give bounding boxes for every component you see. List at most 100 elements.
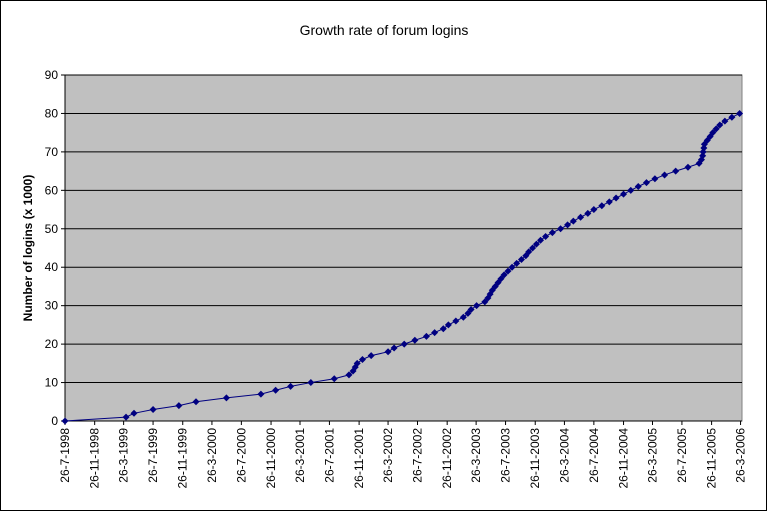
data-point	[525, 248, 533, 256]
data-point	[642, 179, 650, 187]
x-tick-label: 26-11-2001	[352, 428, 366, 489]
data-point	[529, 244, 537, 252]
x-tick-label: 26-11-2000	[264, 428, 278, 489]
x-tick-label: 26-7-1998	[58, 428, 72, 483]
data-point	[532, 240, 540, 248]
data-point	[598, 202, 606, 210]
x-tick-label: 26-7-2003	[499, 428, 513, 483]
x-tick-label: 26-3-2006	[734, 428, 748, 483]
data-point	[728, 113, 736, 121]
y-tick-label: 70	[45, 145, 59, 159]
data-point	[542, 232, 550, 240]
data-point	[122, 413, 130, 421]
data-point	[577, 213, 585, 221]
data-point	[307, 379, 315, 387]
data-point	[564, 221, 572, 229]
y-tick-label: 60	[45, 183, 59, 197]
y-tick-label: 40	[45, 260, 59, 274]
data-point	[605, 198, 613, 206]
x-tick-label: 26-7-2005	[675, 428, 689, 483]
data-point	[584, 209, 592, 217]
data-point	[149, 405, 157, 413]
data-point	[672, 167, 680, 175]
x-tick-label: 26-7-2000	[234, 428, 248, 483]
data-point	[358, 355, 366, 363]
x-tick-label: 26-3-2001	[293, 428, 307, 483]
data-point	[130, 409, 138, 417]
y-tick-label: 50	[45, 222, 59, 236]
x-tick-label: 26-11-2003	[528, 428, 542, 489]
data-point	[517, 256, 525, 264]
data-point	[634, 182, 642, 190]
chart-title: Growth rate of forum logins	[300, 22, 469, 38]
x-tick-label: 26-3-2004	[557, 428, 571, 483]
data-point	[500, 271, 508, 279]
data-point	[411, 336, 419, 344]
x-tick-label: 26-7-2004	[587, 428, 601, 483]
data-point	[473, 302, 481, 310]
x-tick-label: 26-11-2004	[617, 428, 631, 489]
data-point	[684, 163, 692, 171]
y-axis-label: Number of logins (x 1000)	[21, 175, 35, 322]
data-point	[439, 325, 447, 333]
x-tick-label: 26-3-2000	[205, 428, 219, 483]
data-point	[504, 267, 512, 275]
data-point	[400, 340, 408, 348]
data-point	[548, 229, 556, 237]
data-point	[222, 394, 230, 402]
data-point	[444, 321, 452, 329]
x-tick-label: 26-7-2002	[410, 428, 424, 483]
data-point	[537, 236, 545, 244]
y-tick-label: 0	[51, 414, 58, 428]
data-point	[459, 313, 467, 321]
data-point	[390, 344, 398, 352]
data-point	[627, 186, 635, 194]
data-point	[330, 375, 338, 383]
data-point	[661, 171, 669, 179]
data-point	[651, 175, 659, 183]
x-tick-label: 26-11-1998	[88, 428, 102, 489]
x-tick-label: 26-3-2002	[381, 428, 395, 483]
x-tick-label: 26-7-1999	[146, 428, 160, 483]
data-point	[431, 329, 439, 337]
data-point	[590, 206, 598, 214]
plot-area	[64, 74, 743, 422]
data-point	[345, 371, 353, 379]
data-point	[287, 382, 295, 390]
data-point	[61, 417, 69, 425]
y-tick-label: 80	[45, 106, 59, 120]
data-point	[508, 263, 516, 271]
x-tick-label: 26-11-2002	[440, 428, 454, 489]
x-tick-label: 26-11-2005	[705, 428, 719, 489]
y-tick-label: 30	[45, 299, 59, 313]
x-tick-label: 26-7-2001	[322, 428, 336, 483]
x-tick-label: 26-3-2005	[645, 428, 659, 483]
data-point	[716, 121, 724, 129]
data-point	[452, 317, 460, 325]
data-point	[353, 359, 361, 367]
data-point	[175, 402, 183, 410]
x-tick-label: 26-11-1999	[176, 428, 190, 489]
x-tick-label: 26-3-1999	[117, 428, 131, 483]
data-point	[422, 332, 430, 340]
data-point	[513, 259, 521, 267]
data-point	[712, 125, 720, 133]
data-point	[272, 386, 280, 394]
data-point	[736, 109, 744, 117]
data-point	[384, 348, 392, 356]
data-point	[709, 129, 717, 137]
y-tick-label: 90	[45, 68, 59, 82]
y-tick-label: 10	[45, 376, 59, 390]
data-point	[367, 352, 375, 360]
x-tick-label: 26-3-2003	[469, 428, 483, 483]
data-point	[620, 190, 628, 198]
data-point	[257, 390, 265, 398]
data-point	[721, 117, 729, 125]
data-point	[192, 398, 200, 406]
data-point	[557, 225, 565, 233]
y-tick-label: 20	[45, 337, 59, 351]
data-point	[467, 306, 475, 314]
data-point	[612, 194, 620, 202]
data-point	[569, 217, 577, 225]
